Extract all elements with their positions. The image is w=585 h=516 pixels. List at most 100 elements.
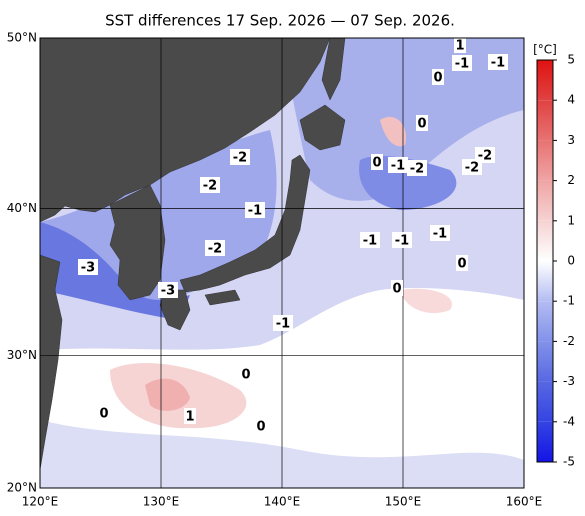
contour-label: -3 <box>161 284 175 299</box>
contour-label-box <box>388 157 408 173</box>
colorbar: -5 -4 -3 -2 -1 0 1 2 3 4 5 <box>536 53 575 469</box>
korea <box>109 184 166 301</box>
contour-label-box <box>452 55 472 71</box>
colorbar-tick-label: 0 <box>567 254 575 268</box>
warm-region <box>145 378 190 411</box>
colorbar-tick-label: -1 <box>563 294 575 308</box>
contour-label: 0 <box>256 420 265 435</box>
continent <box>40 38 331 223</box>
map-title: SST differences 17 Sep. 2026 — 07 Sep. 2… <box>105 12 455 30</box>
x-tick-label: 120°E <box>22 495 59 509</box>
x-tick-label: 160°E <box>506 495 543 509</box>
colorbar-tick-label: -3 <box>563 374 575 388</box>
contour-label: -1 <box>395 234 409 249</box>
colorbar-label: [°C] <box>533 43 557 57</box>
contour-label-box <box>430 225 450 241</box>
y-tick-label: 20°N <box>7 481 37 495</box>
contour-label-box <box>184 408 196 424</box>
x-tick-label: 130°E <box>143 495 180 509</box>
contour-label: -3 <box>81 261 95 276</box>
contour-label-box <box>158 282 178 298</box>
china-coast <box>40 254 63 471</box>
colorbar-segment <box>537 60 553 101</box>
colorbar-frame <box>536 59 554 463</box>
contour-label-box <box>407 160 427 176</box>
y-tick-label: 30°N <box>7 348 37 362</box>
colorbar-tick-label: 3 <box>567 133 575 147</box>
contour-label: 0 <box>99 407 108 422</box>
grid <box>40 38 524 488</box>
contour-label: 1 <box>185 410 194 425</box>
kyushu <box>159 289 191 331</box>
colorbar-segment <box>537 220 553 261</box>
contour-label-box <box>416 115 428 131</box>
contour-label: -2 <box>465 161 479 176</box>
contour-label: -1 <box>363 234 377 249</box>
contour-label: -2 <box>410 162 424 177</box>
sakhalin <box>321 38 346 101</box>
colorbar-tick-label: -5 <box>563 455 575 469</box>
contour-label-box <box>456 255 468 271</box>
colorbar-tick-label: 4 <box>567 93 575 107</box>
contour-label-box <box>462 159 482 175</box>
contour-label-box <box>391 280 403 296</box>
contour-label-box <box>371 154 383 170</box>
contour-label: 0 <box>433 71 442 86</box>
contour-label: -1 <box>491 56 505 71</box>
contour-label: 0 <box>372 156 381 171</box>
colorbar-tick-label: -2 <box>563 334 575 348</box>
contour-label-box <box>245 202 265 218</box>
contour-label-box <box>273 315 293 331</box>
map-frame <box>39 37 525 489</box>
contour-label: 0 <box>457 257 466 272</box>
warm-region <box>400 288 452 314</box>
contour-label-box <box>230 149 250 165</box>
colorbar-tick-label: 1 <box>567 213 575 227</box>
contour-label: -1 <box>248 204 262 219</box>
contour-label-box <box>255 418 267 434</box>
contour-label: -2 <box>208 242 222 257</box>
contour-label: 1 <box>455 39 464 54</box>
cool-region <box>359 155 457 210</box>
contour-label: -1 <box>276 317 290 332</box>
colorbar-tick-label: 2 <box>567 173 575 187</box>
colorbar-segment <box>537 381 553 422</box>
shikoku <box>204 289 241 306</box>
contour-label-box <box>205 240 225 256</box>
contour-label-box <box>98 405 110 421</box>
land <box>40 38 346 471</box>
hokkaido <box>299 104 346 151</box>
contour-label: -1 <box>455 57 469 72</box>
contour-label-box <box>360 232 380 248</box>
cool-region <box>280 38 524 201</box>
contour-label: -1 <box>433 227 447 242</box>
contour-label: -2 <box>233 151 247 166</box>
contour-label: 0 <box>241 368 250 383</box>
contour-label: -1 <box>391 159 405 174</box>
colorbar-segment <box>537 180 553 221</box>
contour-label-box <box>488 54 508 70</box>
colorbar-tick-label: 5 <box>567 53 575 67</box>
cool-region <box>40 222 190 320</box>
contour-label-box <box>240 366 252 382</box>
y-tick-label: 50°N <box>7 31 37 45</box>
colorbar-segment <box>537 301 553 342</box>
colorbar-segment <box>537 421 553 462</box>
contour-label-box <box>200 177 220 193</box>
y-tick-label: 40°N <box>7 201 37 215</box>
colorbar-tick-label: -4 <box>563 414 575 428</box>
contour-label: -2 <box>203 179 217 194</box>
contour-label: 0 <box>417 117 426 132</box>
colorbar-segment <box>537 140 553 181</box>
colorbar-segment <box>537 261 553 302</box>
colorbar-segment <box>537 100 553 141</box>
colorbar-segment <box>537 341 553 382</box>
warm-region <box>380 116 406 147</box>
contour-label-box <box>432 69 444 85</box>
contour-label: 0 <box>392 282 401 297</box>
contour-label-box <box>454 38 466 53</box>
contour-label-box <box>392 232 412 248</box>
